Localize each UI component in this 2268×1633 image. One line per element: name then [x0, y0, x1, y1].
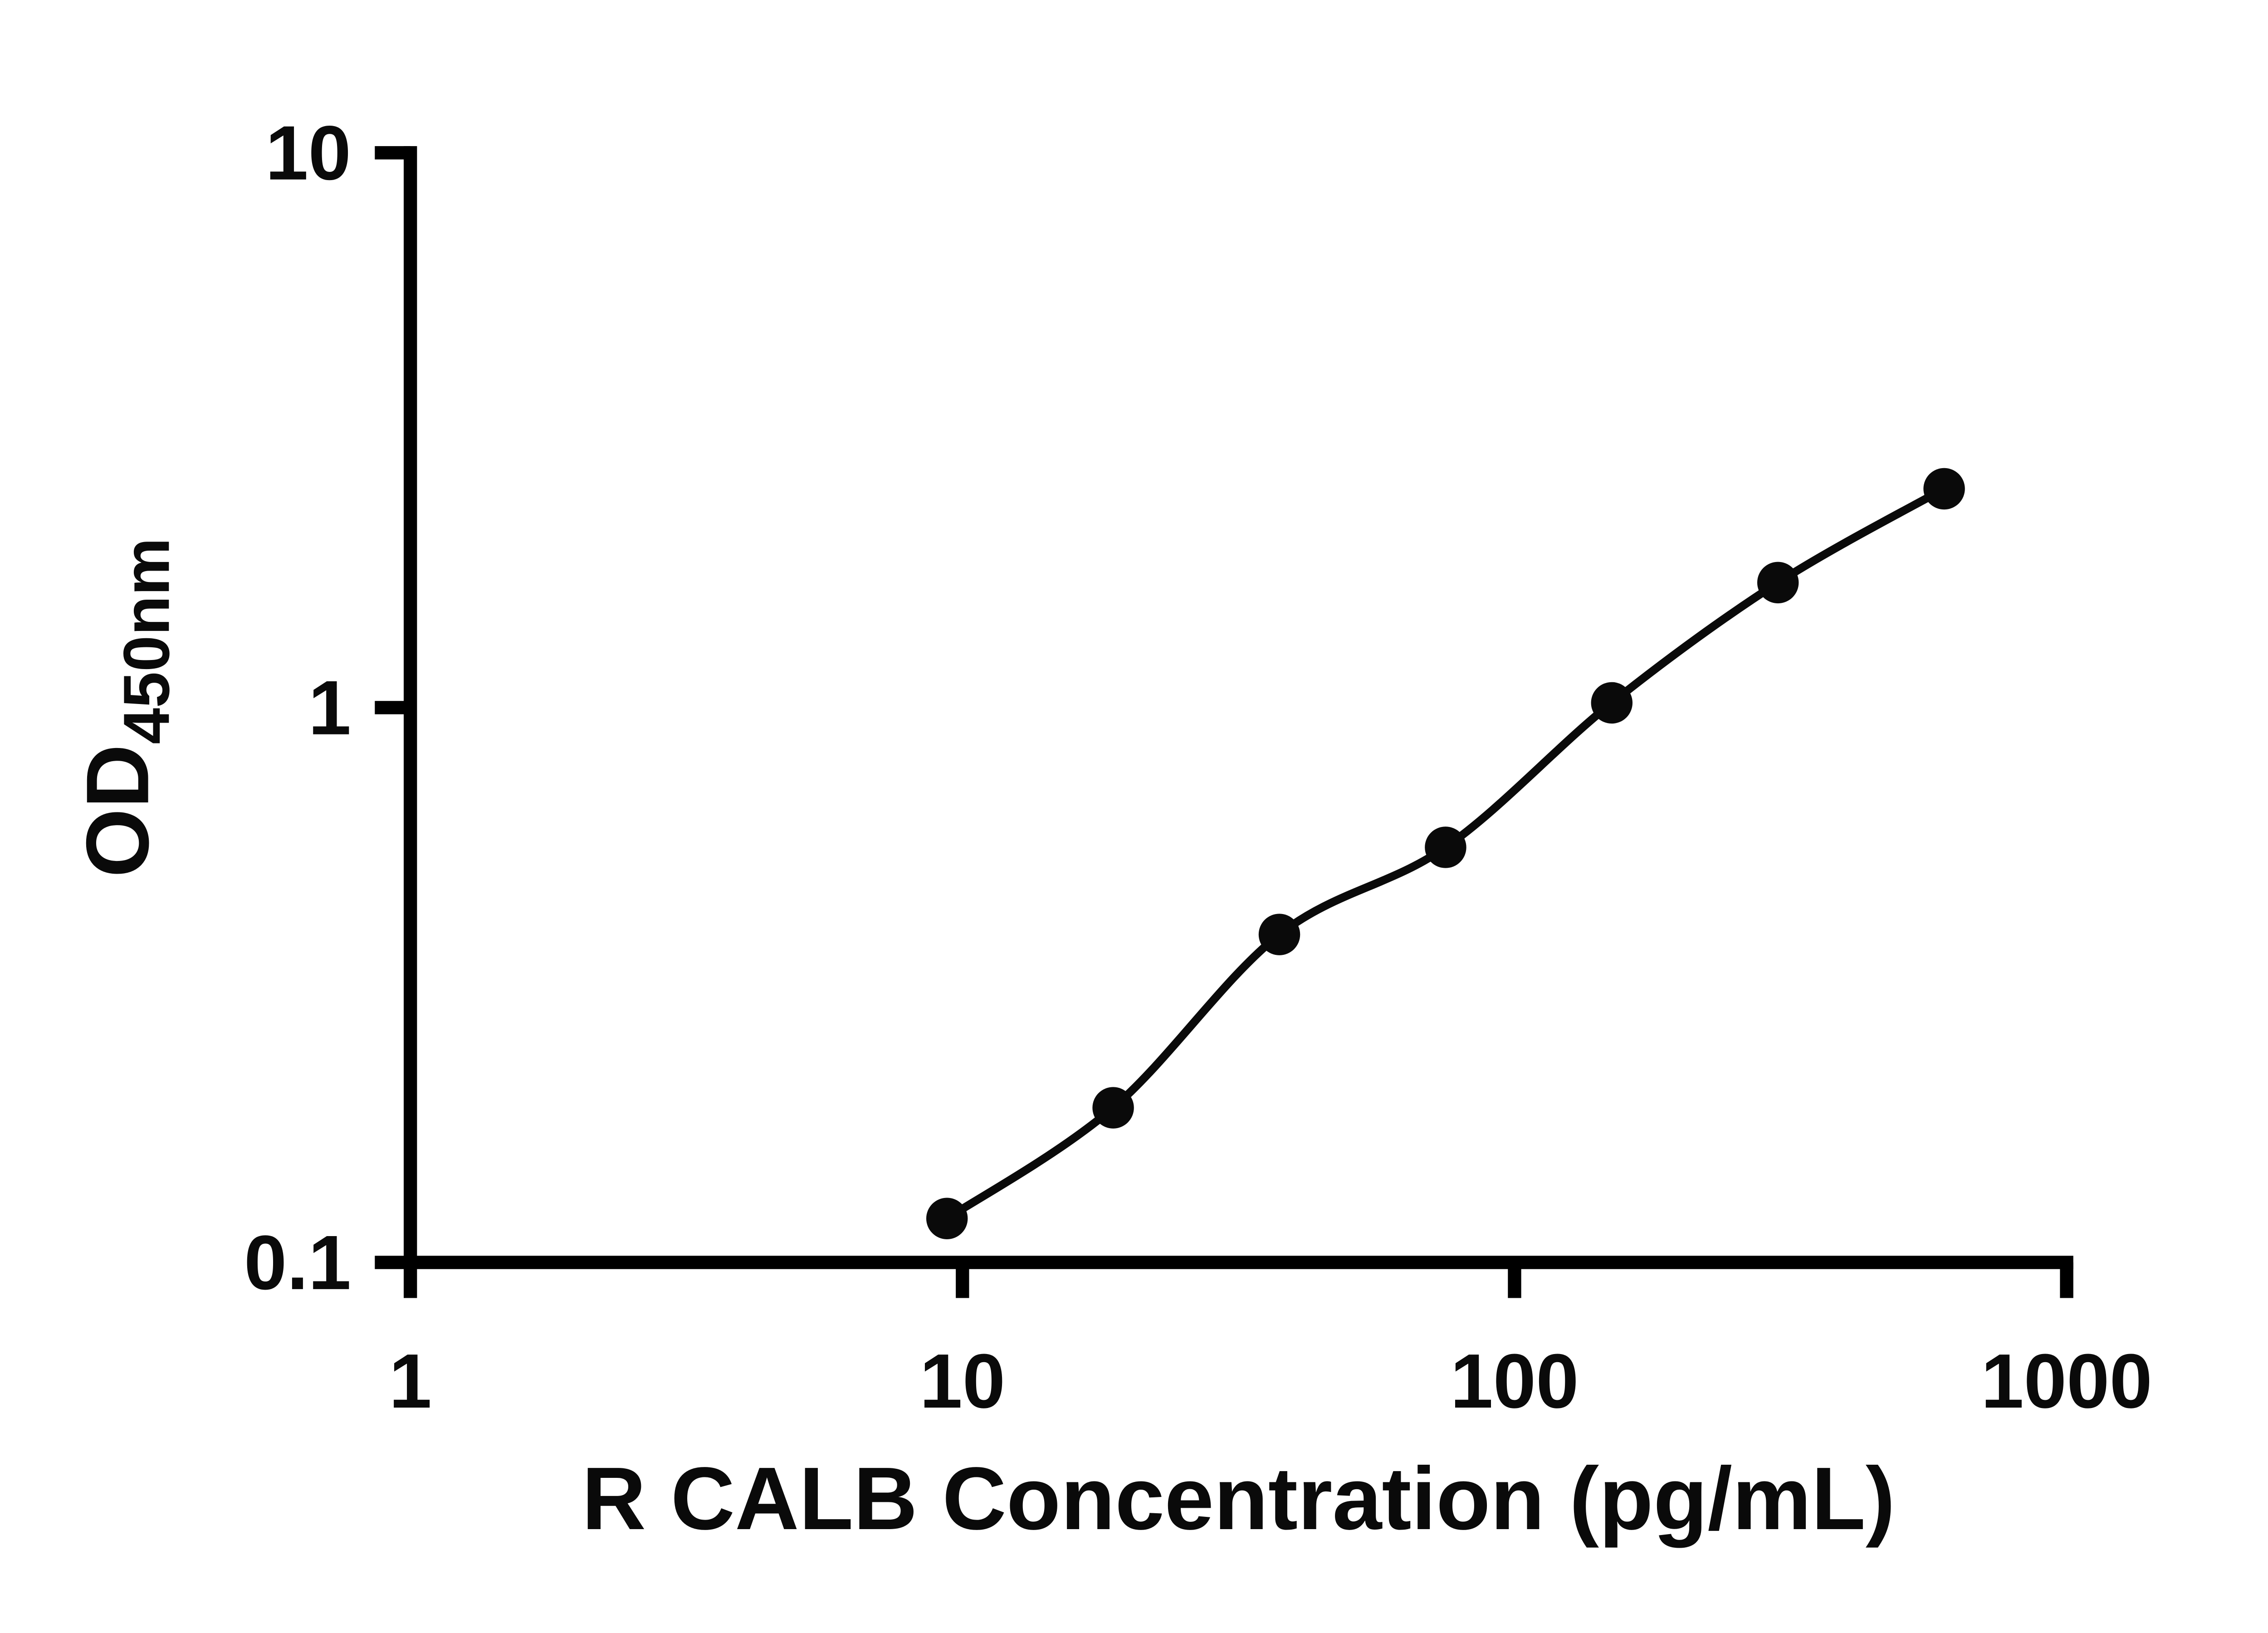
x-tick-label: 100 [1450, 1338, 1579, 1424]
data-point-marker [1923, 468, 1965, 510]
x-tick-label: 10 [919, 1338, 1005, 1424]
data-point-marker [1757, 562, 1799, 604]
data-point-marker [926, 1198, 968, 1239]
x-tick-label: 1000 [1981, 1338, 2152, 1424]
y-axis-title-subscript: 450nm [110, 538, 183, 744]
y-axis-title-main: OD [68, 744, 167, 878]
data-point-marker [1591, 682, 1633, 724]
y-axis-title: OD450nm [68, 538, 183, 877]
x-axis-title: R CALB Concentration (pg/mL) [582, 1449, 1895, 1548]
data-point-marker [1092, 1087, 1134, 1129]
y-tick-label: 10 [265, 110, 351, 196]
x-tick-label: 1 [389, 1338, 431, 1424]
data-point-marker [1258, 914, 1300, 955]
data-point-marker [1425, 826, 1466, 868]
y-tick-label: 0.1 [244, 1219, 351, 1305]
y-tick-label: 1 [308, 665, 351, 751]
